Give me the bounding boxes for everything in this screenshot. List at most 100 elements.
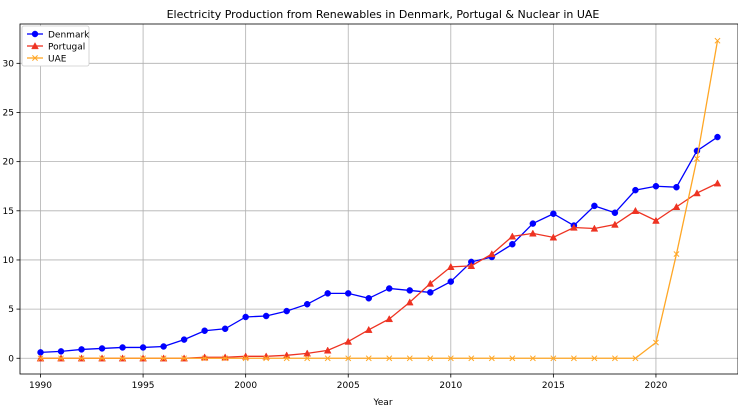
y-tick-label: 25 — [3, 108, 14, 118]
data-point-uae — [201, 355, 208, 362]
data-point-uae — [78, 355, 85, 362]
data-point-denmark — [303, 300, 311, 308]
legend-label-portugal: Portugal — [48, 43, 85, 53]
data-point-portugal — [323, 346, 332, 354]
data-point-denmark — [652, 182, 660, 190]
data-point-uae — [570, 355, 577, 362]
data-point-denmark — [242, 313, 249, 321]
data-point-uae — [58, 355, 64, 362]
data-point-denmark — [591, 202, 598, 210]
data-point-uae-stroke-b — [386, 355, 393, 362]
legend-marker-denmark — [31, 30, 39, 38]
data-point-uae — [591, 355, 598, 362]
data-point-uae — [468, 355, 475, 362]
data-point-portugal — [344, 337, 353, 345]
data-point-portugal — [364, 325, 373, 333]
data-point-uae-stroke-b — [529, 355, 536, 362]
data-point-denmark — [344, 290, 352, 297]
data-point-denmark — [180, 336, 188, 343]
data-point-denmark — [98, 345, 106, 352]
data-point-portugal — [672, 202, 681, 211]
data-point-portugal — [405, 298, 414, 306]
data-point-uae-stroke-b — [263, 355, 270, 362]
data-point-uae — [365, 355, 372, 362]
legend-item-portugal: Portugal — [27, 42, 85, 53]
data-point-denmark — [365, 295, 372, 302]
y-tick-label: 0 — [8, 354, 14, 364]
data-point-uae — [140, 355, 147, 362]
x-tick-label: 1995 — [132, 381, 155, 391]
data-point-portugal — [549, 233, 558, 241]
data-point-uae — [529, 355, 536, 362]
data-point-uae-stroke-b — [304, 355, 311, 362]
data-point-uae-stroke-b — [694, 155, 700, 162]
data-point-uae — [550, 355, 557, 362]
data-point-uae — [509, 355, 516, 362]
data-point-portugal — [426, 279, 435, 287]
data-point-uae — [488, 355, 495, 362]
data-point-denmark — [406, 287, 414, 294]
data-point-portugal — [446, 262, 455, 270]
data-point-portugal — [303, 349, 312, 357]
data-point-uae-stroke-b — [632, 355, 639, 362]
data-point-uae — [611, 355, 618, 362]
data-point-uae — [37, 355, 44, 362]
legend-label-denmark: Denmark — [48, 31, 90, 41]
data-point-uae-stroke-b — [427, 355, 434, 362]
data-point-uae — [386, 355, 393, 362]
y-tick-label: 10 — [3, 256, 15, 266]
series-denmark — [37, 133, 721, 356]
data-point-uae-stroke-b — [406, 355, 413, 362]
x-tick-label: 2000 — [234, 381, 257, 391]
data-point-uae — [119, 355, 126, 362]
legend: Denmark Portugal UAE — [21, 25, 90, 67]
series-portugal — [36, 179, 722, 362]
data-point-uae — [632, 355, 639, 362]
data-point-portugal — [467, 261, 476, 269]
data-point-uae-stroke-b — [181, 355, 188, 362]
data-point-denmark — [673, 183, 680, 191]
legend-marker-portugal — [31, 42, 39, 50]
data-point-denmark — [611, 209, 619, 217]
data-point-uae-stroke-b — [201, 355, 208, 362]
data-point-denmark — [78, 346, 85, 353]
data-point-uae — [652, 339, 659, 346]
data-point-portugal — [713, 179, 722, 187]
chart-title: Electricity Production from Renewables i… — [167, 8, 600, 21]
data-point-denmark — [160, 343, 167, 350]
data-point-uae-stroke-b — [160, 355, 167, 362]
legend-marker-uae — [32, 55, 38, 61]
data-point-uae — [694, 155, 700, 162]
data-point-uae — [673, 251, 680, 258]
data-point-denmark — [632, 186, 639, 194]
data-point-portugal — [508, 232, 517, 240]
data-point-uae-stroke-b — [591, 355, 598, 362]
y-tick-label: 5 — [8, 305, 14, 315]
data-point-portugal — [385, 315, 394, 323]
x-tick-label: 2020 — [644, 381, 667, 391]
data-point-uae-stroke-b — [550, 355, 557, 362]
legend-box — [21, 25, 90, 67]
data-point-denmark — [139, 344, 147, 351]
x-axis-label: Year — [372, 398, 392, 408]
data-point-uae — [427, 355, 434, 362]
data-point-denmark — [529, 220, 537, 227]
x-tick-label: 2005 — [337, 381, 360, 391]
x-tick-label: 2015 — [542, 381, 565, 391]
data-point-portugal — [529, 229, 537, 237]
data-point-portugal — [652, 216, 660, 224]
grid-lines — [20, 24, 738, 374]
data-point-portugal — [611, 220, 619, 228]
data-point-denmark — [714, 133, 721, 141]
data-point-uae-stroke-b — [58, 355, 64, 362]
data-point-portugal — [570, 223, 578, 231]
data-point-uae — [714, 37, 721, 44]
axis-ticks: 1990 1995 2000 2005 2010 2015 2020 0 5 10 15 20 25 30 — [3, 59, 668, 391]
data-point-denmark — [283, 307, 290, 315]
x-tick-label: 2010 — [439, 381, 462, 391]
data-point-uae — [324, 355, 331, 362]
legend-item-uae: UAE — [27, 55, 67, 65]
data-point-denmark — [57, 348, 65, 355]
